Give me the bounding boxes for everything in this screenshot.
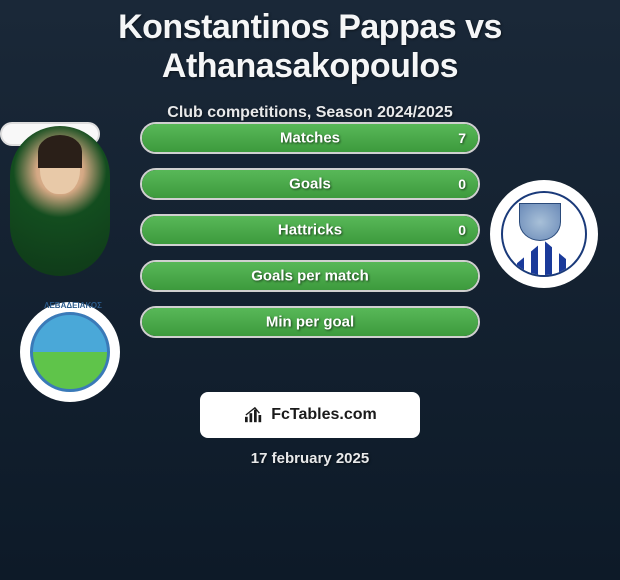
stat-value-right: 0: [458, 222, 466, 238]
player-left-photo: [10, 126, 110, 276]
stats-container: Matches 7 Goals 0 Hattricks 0 Goals per …: [140, 122, 480, 352]
stat-label: Min per goal: [266, 314, 354, 331]
club-left-badge: ΛΕΒΑΔΕΙΑΚΟΣ: [20, 302, 120, 402]
chart-icon: [243, 406, 265, 424]
stat-row-gpm: Goals per match: [140, 260, 480, 292]
footer-date: 17 february 2025: [0, 450, 620, 467]
stat-label: Hattricks: [278, 222, 342, 239]
footer-brand-badge: FcTables.com: [200, 392, 420, 438]
stat-row-matches: Matches 7: [140, 122, 480, 154]
page-subtitle: Club competitions, Season 2024/2025: [0, 104, 620, 122]
club-left-name: ΛΕΒΑΔΕΙΑΚΟΣ: [23, 301, 123, 310]
club-right-badge: [490, 180, 598, 288]
page-title: Konstantinos Pappas vs Athanasakopoulos: [0, 0, 620, 86]
stat-value-right: 0: [458, 176, 466, 192]
stat-label: Goals: [289, 176, 331, 193]
stat-row-mpg: Min per goal: [140, 306, 480, 338]
footer-brand-text: FcTables.com: [271, 406, 377, 424]
stat-label: Goals per match: [251, 268, 369, 285]
stat-row-hattricks: Hattricks 0: [140, 214, 480, 246]
stat-row-goals: Goals 0: [140, 168, 480, 200]
stat-value-right: 7: [458, 130, 466, 146]
stat-label: Matches: [280, 130, 340, 147]
